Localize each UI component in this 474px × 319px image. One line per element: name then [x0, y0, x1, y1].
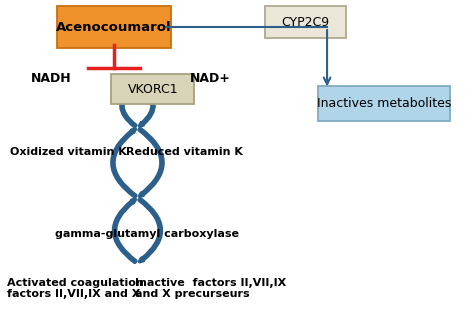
- FancyBboxPatch shape: [111, 74, 194, 104]
- Text: Activated coagulation
factors II,VII,IX and X: Activated coagulation factors II,VII,IX …: [7, 278, 144, 300]
- FancyBboxPatch shape: [265, 6, 346, 38]
- Text: NADH: NADH: [31, 72, 72, 85]
- Text: Oxidized vitamin K: Oxidized vitamin K: [10, 146, 127, 157]
- FancyBboxPatch shape: [57, 6, 171, 48]
- Text: NAD+: NAD+: [190, 72, 230, 85]
- FancyArrowPatch shape: [112, 129, 136, 197]
- FancyArrowPatch shape: [139, 84, 154, 126]
- Text: VKORC1: VKORC1: [128, 83, 178, 95]
- FancyArrowPatch shape: [139, 129, 163, 196]
- Text: Inactive  factors II,VII,IX
and X precurseurs: Inactive factors II,VII,IX and X precurs…: [135, 278, 286, 300]
- Text: gamma-glutamyl carboxylase: gamma-glutamyl carboxylase: [55, 229, 238, 240]
- Text: Acenocoumarol: Acenocoumarol: [56, 21, 172, 33]
- Text: Reduced vitamin K: Reduced vitamin K: [126, 146, 243, 157]
- FancyBboxPatch shape: [318, 86, 450, 121]
- Text: Inactives metabolites: Inactives metabolites: [317, 97, 451, 110]
- FancyArrowPatch shape: [114, 199, 136, 262]
- FancyArrowPatch shape: [121, 85, 136, 127]
- Text: CYP2C9: CYP2C9: [282, 16, 330, 29]
- FancyArrowPatch shape: [139, 199, 161, 262]
